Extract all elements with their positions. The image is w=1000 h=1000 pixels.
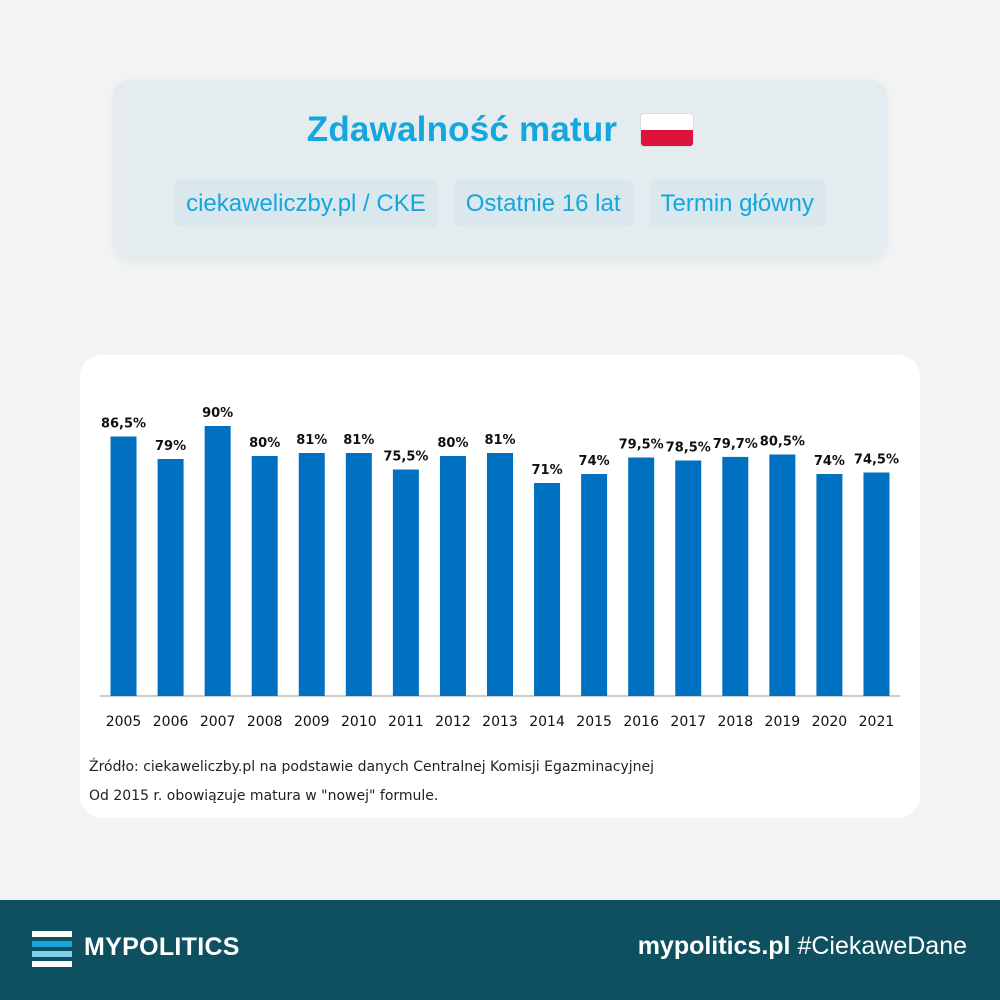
- bar-2014: [534, 483, 561, 696]
- x-tick-2019: 2019: [765, 714, 801, 730]
- data-label-2013: 81%: [484, 433, 515, 448]
- brand-name: MYPOLITICS: [84, 933, 240, 961]
- tag-list: ciekaweliczby.pl / CKE Ostatnie 16 lat T…: [113, 180, 887, 227]
- x-tick-2018: 2018: [717, 714, 753, 730]
- x-tick-2009: 2009: [294, 714, 330, 730]
- bar-2018: [722, 456, 749, 696]
- tag-term: Termin główny: [648, 180, 826, 227]
- data-label-2016: 79,5%: [619, 438, 664, 453]
- data-label-2021: 74,5%: [854, 453, 899, 468]
- x-tick-2008: 2008: [247, 714, 283, 730]
- data-label-2012: 80%: [437, 436, 468, 451]
- bar-2019: [769, 454, 796, 696]
- header-card: [113, 80, 887, 260]
- data-label-2014: 71%: [531, 463, 562, 478]
- x-tick-2016: 2016: [623, 714, 659, 730]
- x-tick-2011: 2011: [388, 714, 424, 730]
- x-tick-2013: 2013: [482, 714, 518, 730]
- bar-2016: [628, 457, 655, 696]
- data-label-2020: 74%: [814, 454, 845, 469]
- data-label-2008: 80%: [249, 436, 280, 451]
- bar-chart: 86,5% 2005 79% 2006 90% 2007 80% 2008 81% 2009 81%…: [100, 406, 900, 730]
- data-label-2006: 79%: [155, 439, 186, 454]
- x-tick-2012: 2012: [435, 714, 471, 730]
- bar-2015: [581, 474, 608, 696]
- bar-2006: [157, 459, 184, 696]
- data-label-2019: 80,5%: [760, 435, 805, 450]
- bar-2017: [675, 460, 702, 696]
- data-label-2015: 74%: [579, 454, 610, 469]
- data-label-2005: 86,5%: [101, 417, 146, 432]
- tag-source: ciekaweliczby.pl / CKE: [174, 180, 438, 227]
- x-tick-2007: 2007: [200, 714, 236, 730]
- bar-2013: [487, 453, 513, 696]
- x-tick-2015: 2015: [576, 714, 612, 730]
- hashtag: #CiekaweDane: [797, 932, 967, 960]
- data-label-2017: 78,5%: [666, 441, 711, 456]
- x-tick-2020: 2020: [812, 714, 848, 730]
- source-note: Źródło: ciekaweliczby.pl na podstawie da…: [89, 759, 655, 775]
- x-tick-2021: 2021: [859, 714, 895, 730]
- x-tick-2010: 2010: [341, 714, 377, 730]
- data-label-2007: 90%: [202, 406, 233, 421]
- x-tick-2006: 2006: [153, 714, 189, 730]
- chart-card: 86,5% 2005 79% 2006 90% 2007 80% 2008 81% 2009 81%…: [80, 355, 920, 818]
- formula-note: Od 2015 r. obowiązuje matura w "nowej" f…: [89, 788, 439, 804]
- data-label-2011: 75,5%: [383, 450, 428, 465]
- x-tick-2014: 2014: [529, 714, 565, 730]
- data-label-2009: 81%: [296, 433, 327, 448]
- page-title: Zdawalność matur: [306, 110, 618, 149]
- bar-2012: [439, 456, 466, 696]
- bar-2007: [204, 426, 231, 696]
- site-link[interactable]: mypolitics.pl: [637, 932, 791, 960]
- footer: MYPOLITICS mypolitics.pl #CiekaweDane: [0, 900, 1000, 1000]
- bar-2005: [110, 436, 137, 696]
- bar-2010: [345, 453, 372, 696]
- bar-2020: [816, 474, 843, 696]
- title-row: Zdawalność matur: [0, 108, 1000, 152]
- bar-2008: [251, 456, 278, 696]
- x-tick-2017: 2017: [670, 714, 706, 730]
- bar-2011: [392, 469, 419, 696]
- data-label-2018: 79,7%: [713, 437, 758, 452]
- bar-2021: [863, 472, 890, 696]
- x-tick-2005: 2005: [106, 714, 142, 730]
- data-label-2010: 81%: [343, 433, 374, 448]
- mypolitics-logo-icon: [32, 931, 72, 969]
- bar-2009: [298, 453, 325, 696]
- footer-links: mypolitics.pl #CiekaweDane: [638, 932, 967, 961]
- tag-period: Ostatnie 16 lat: [453, 180, 633, 227]
- poland-flag-icon: [641, 114, 694, 146]
